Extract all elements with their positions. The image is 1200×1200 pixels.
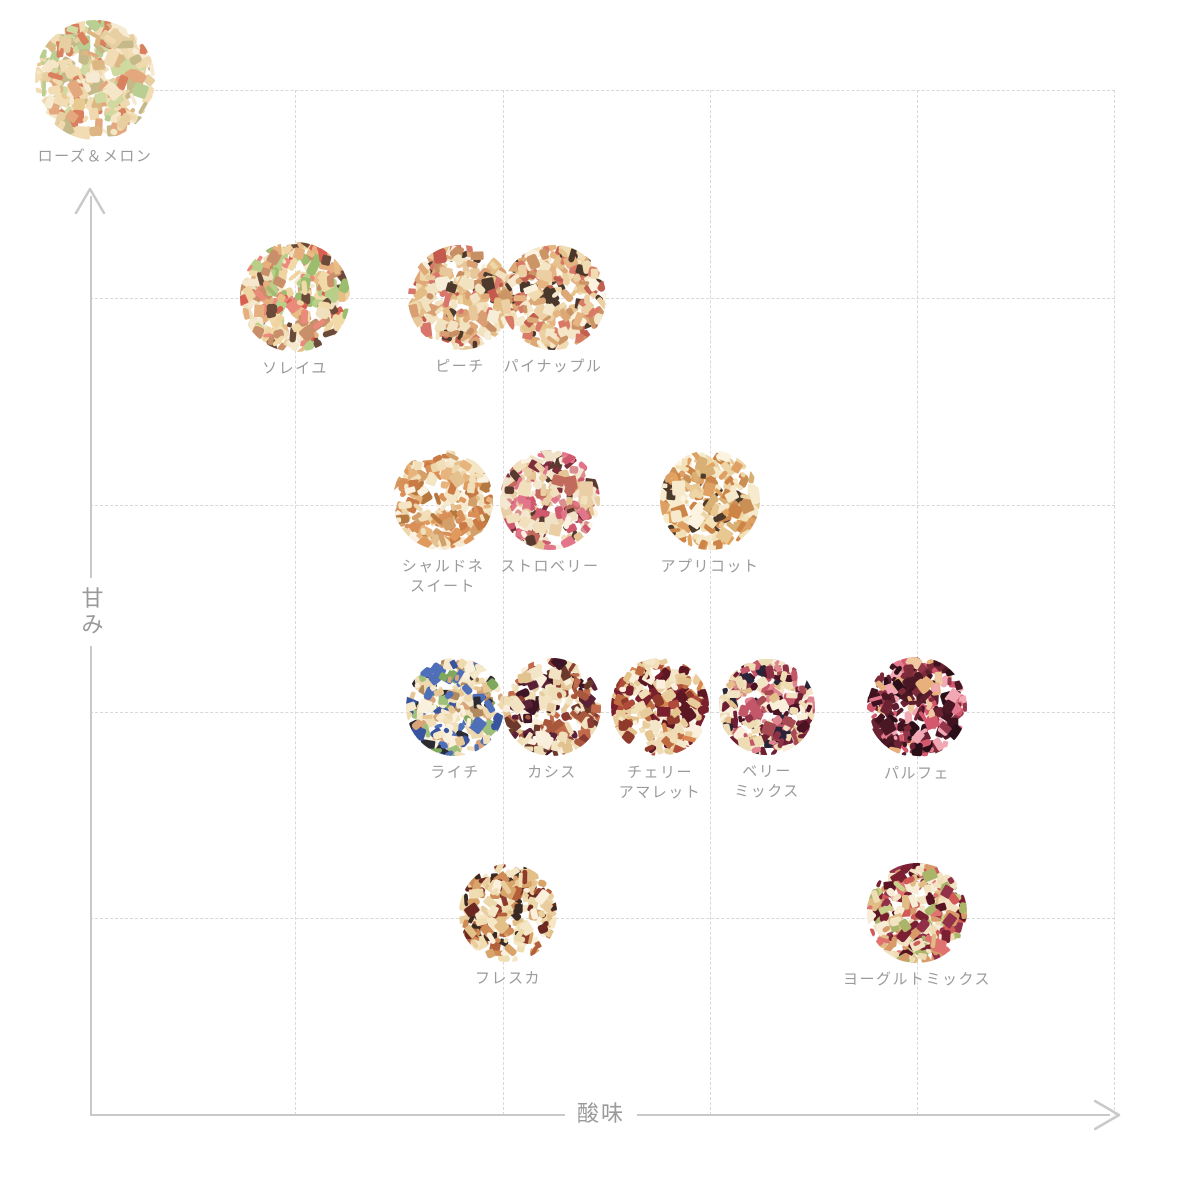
blend-label: パイナップル bbox=[503, 357, 603, 375]
fruit-blend-image bbox=[406, 658, 504, 756]
fruit-blend-image bbox=[867, 657, 967, 757]
fruit-blend-image bbox=[611, 658, 709, 756]
fruit-blend-image bbox=[459, 864, 557, 962]
blend-marker[interactable]: パルフェ bbox=[832, 657, 1002, 784]
fruit-blend-image bbox=[35, 20, 155, 140]
fruit-blend-image bbox=[500, 244, 606, 350]
fruit-blend-image bbox=[240, 242, 350, 352]
fruit-blend-image bbox=[503, 658, 601, 756]
blend-label: ベリー ミックス bbox=[734, 763, 800, 800]
y-axis-line bbox=[90, 196, 92, 1115]
blend-marker[interactable]: ピーチ bbox=[375, 244, 545, 377]
y-axis-label-char-1: 甘 bbox=[81, 586, 105, 611]
gridline-horizontal-2 bbox=[90, 505, 1115, 506]
fruit-blend-image bbox=[393, 450, 493, 550]
blend-label: カシス bbox=[527, 764, 577, 781]
blend-label: シャルドネ スイート bbox=[401, 558, 485, 595]
x-axis-arrow-icon bbox=[1094, 1098, 1122, 1132]
blend-marker[interactable]: フレスカ bbox=[423, 864, 593, 989]
blend-label: ヨーグルトミックス bbox=[842, 971, 992, 988]
blend-marker[interactable]: ソレイユ bbox=[210, 242, 380, 379]
x-axis-label: 酸味 bbox=[565, 1097, 638, 1131]
blend-marker[interactable]: シャルドネ スイート bbox=[358, 450, 528, 597]
gridline-horizontal-0 bbox=[90, 90, 1115, 91]
fruit-blend-image bbox=[500, 450, 600, 550]
blend-marker[interactable]: パイナップル bbox=[468, 244, 638, 377]
blend-label: チェリー アマレット bbox=[618, 764, 702, 801]
gridline-vertical-1 bbox=[503, 90, 504, 1115]
blend-label: ソレイユ bbox=[262, 360, 328, 377]
blend-label: フレスカ bbox=[474, 970, 541, 987]
blend-label: ライチ bbox=[430, 764, 480, 781]
y-axis-arrow-icon bbox=[73, 186, 107, 214]
blend-marker[interactable]: ベリー ミックス bbox=[682, 659, 852, 802]
fruit-blend-image bbox=[867, 863, 967, 963]
blend-label: ストロベリー bbox=[500, 558, 600, 575]
y-axis-label-char-2: み bbox=[81, 612, 105, 637]
fruit-blend-image bbox=[719, 659, 815, 755]
gridline-vertical-2 bbox=[710, 90, 711, 1115]
blend-label: ローズ＆メロン bbox=[37, 148, 153, 165]
gridline-vertical-4 bbox=[1114, 90, 1115, 1115]
fruit-blend-image bbox=[660, 450, 760, 550]
fruit-blend-image bbox=[407, 244, 513, 350]
blend-marker[interactable]: ストロベリー bbox=[465, 450, 635, 577]
blend-marker[interactable]: ライチ bbox=[370, 658, 540, 783]
blend-marker[interactable]: アプリコット bbox=[625, 450, 795, 577]
gridline-horizontal-4 bbox=[90, 918, 1115, 919]
gridline-horizontal-3 bbox=[90, 712, 1115, 713]
y-axis-label: 甘 み bbox=[78, 578, 108, 646]
blend-marker[interactable]: カシス bbox=[467, 658, 637, 783]
blend-marker[interactable]: チェリー アマレット bbox=[575, 658, 745, 803]
blend-label: アプリコット bbox=[660, 558, 760, 575]
blend-marker[interactable]: ローズ＆メロン bbox=[10, 20, 180, 167]
gridline-vertical-3 bbox=[917, 90, 918, 1115]
blend-label: パルフェ bbox=[883, 765, 950, 782]
blend-label: ピーチ bbox=[435, 357, 485, 375]
blend-marker[interactable]: ヨーグルトミックス bbox=[832, 863, 1002, 990]
gridline-vertical-0 bbox=[295, 90, 296, 1115]
